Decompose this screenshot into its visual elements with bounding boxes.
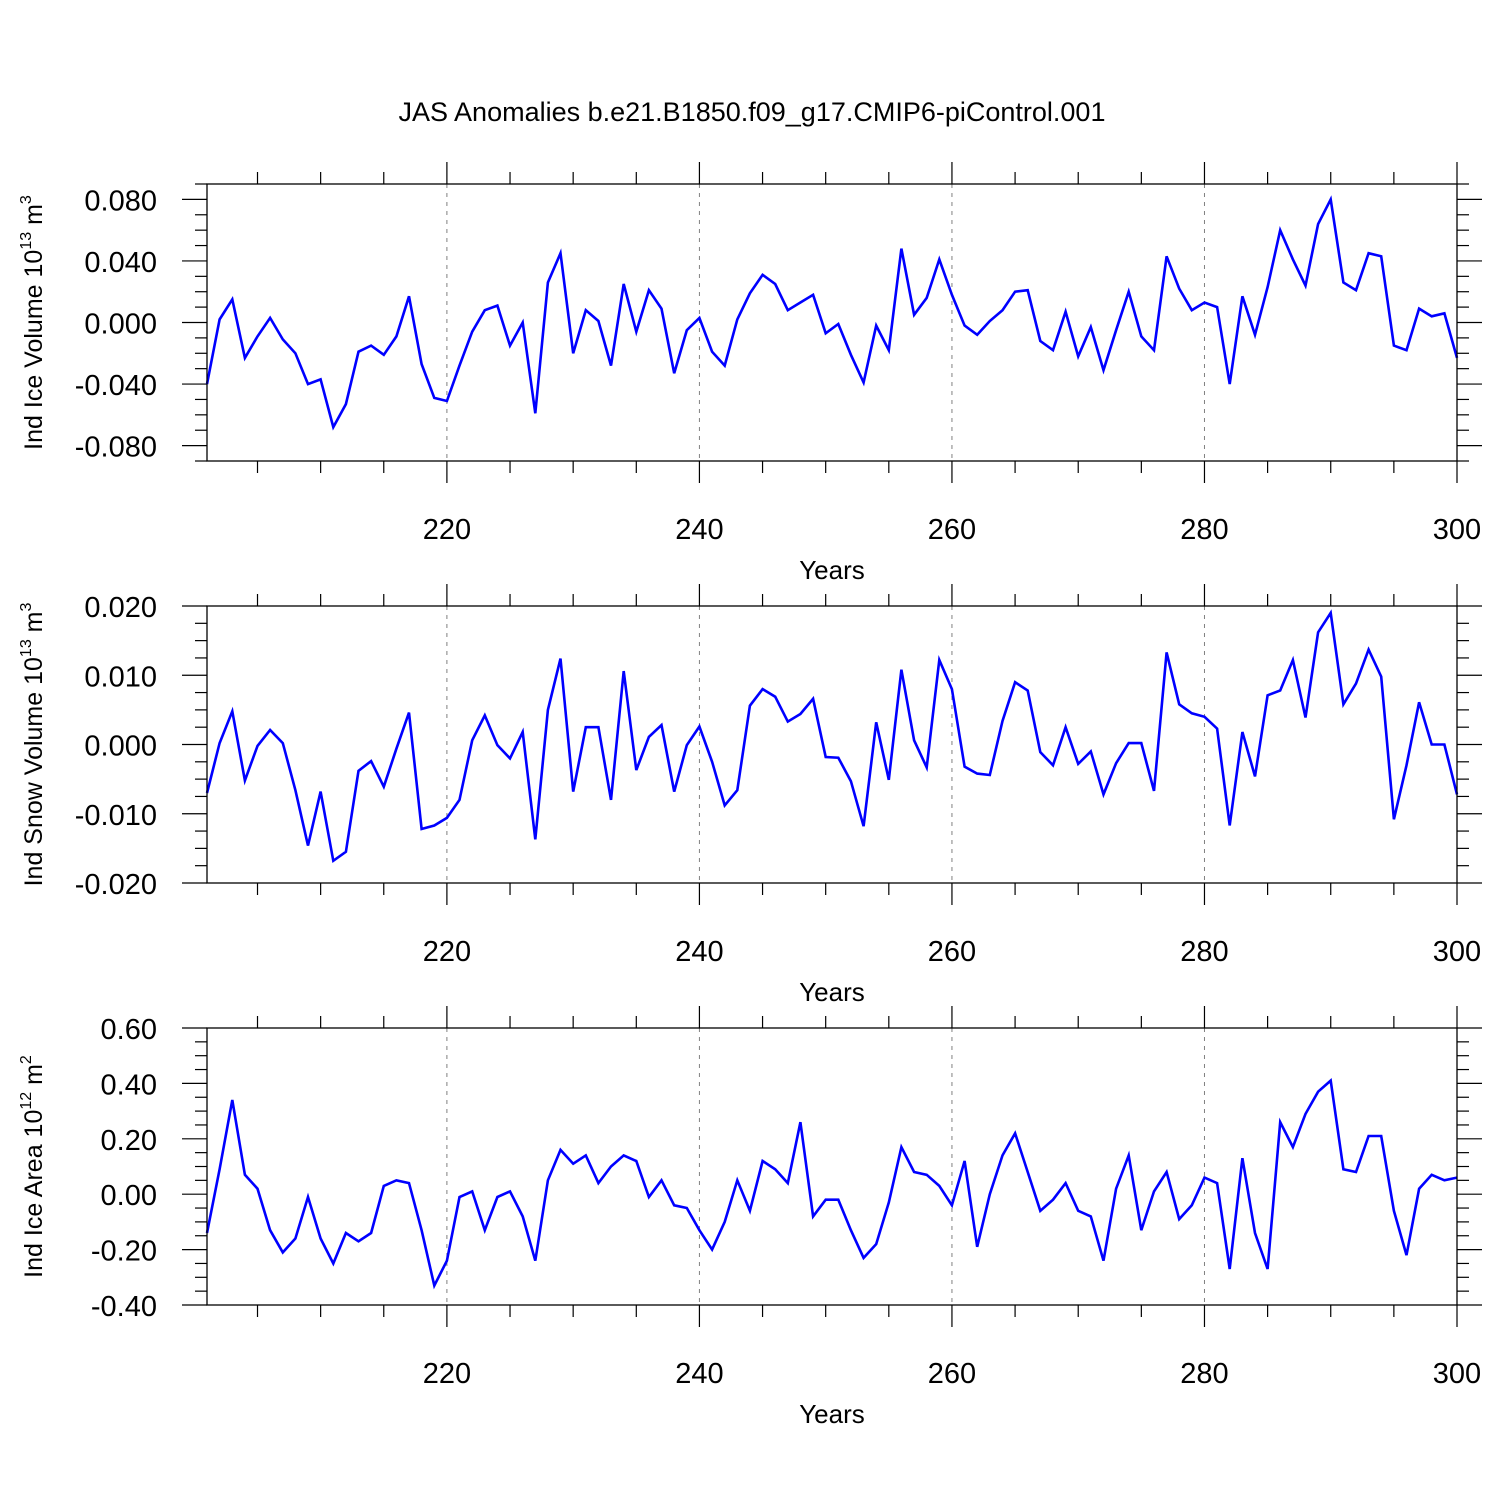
y-axis-label-superscript: 3 <box>18 195 35 204</box>
x-tick-label: 280 <box>1180 514 1228 546</box>
y-tick-label: -0.40 <box>91 1291 157 1323</box>
y-tick-label: 0.040 <box>84 247 157 279</box>
x-tick-label: 220 <box>423 1358 471 1390</box>
y-tick-label: 0.00 <box>101 1180 157 1212</box>
panels-container: 220 240 260 280 300 0.080 0.040 0.000 -0.040 -0.0… <box>18 162 1482 1429</box>
x-tick-label: 300 <box>1433 936 1481 968</box>
y-tick-label: 0.000 <box>84 731 157 763</box>
y-tick-label: -0.080 <box>75 432 157 464</box>
y-tick-label: 0.010 <box>84 661 157 693</box>
y-axis-label-text: Ind Snow Volume 10 <box>20 657 48 886</box>
x-tick-label: 220 <box>423 936 471 968</box>
series-line <box>205 609 1459 864</box>
x-tick-label: 280 <box>1180 936 1228 968</box>
x-tick-label: 240 <box>675 1358 723 1390</box>
x-axis-label: Years <box>799 1399 865 1429</box>
x-tick-label: 260 <box>928 936 976 968</box>
y-axis-label: Ind Ice Volume 1013 m3 <box>18 195 48 450</box>
y-axis-label-superscript: 13 <box>18 232 35 250</box>
y-axis-label-text: m <box>20 1064 48 1092</box>
x-tick-label: 300 <box>1433 1358 1481 1390</box>
plot-frame <box>206 183 1458 462</box>
y-tick-label: -0.040 <box>75 370 157 402</box>
series-line <box>205 1078 1458 1290</box>
y-axis-label-superscript: 13 <box>18 639 35 657</box>
x-tick-label: 260 <box>928 514 976 546</box>
x-tick-label: 240 <box>675 936 723 968</box>
y-tick-label: 0.000 <box>84 309 157 341</box>
y-axis-label-superscript: 12 <box>18 1092 35 1110</box>
panel-1: 220 240 260 280 300 0.080 0.040 0.000 -0.040 -0.0… <box>18 162 1482 585</box>
x-tick-label: 280 <box>1180 1358 1228 1390</box>
y-tick-label: -0.20 <box>91 1236 157 1268</box>
y-tick-label: 0.40 <box>101 1069 157 1101</box>
y-tick-label: 0.020 <box>84 592 157 624</box>
x-tick-label: 300 <box>1433 514 1481 546</box>
y-tick-label: 0.080 <box>84 185 157 217</box>
panel-3: 220 240 260 280 300 0.60 0.40 0.20 0.00 -0.20 -0.4… <box>18 1006 1482 1429</box>
y-axis-label: Ind Ice Area 1012 m2 <box>18 1055 48 1278</box>
y-axis-label-superscript: 3 <box>18 603 35 612</box>
y-tick-label: 0.20 <box>101 1125 157 1157</box>
y-axis-label: Ind Snow Volume 1013 m3 <box>18 603 48 887</box>
y-axis-label-text: m <box>20 204 48 232</box>
x-axis-label: Years <box>799 977 865 1007</box>
y-axis-label-text: Ind Ice Area 10 <box>20 1110 48 1278</box>
y-tick-label: 0.60 <box>101 1014 157 1046</box>
series-line <box>205 195 1459 431</box>
panel-2: 220 240 260 280 300 0.020 0.010 0.000 -0.010 -0.0… <box>18 584 1482 1007</box>
y-axis-label-text: m <box>20 612 48 640</box>
x-tick-label: 220 <box>423 514 471 546</box>
x-tick-label: 240 <box>675 514 723 546</box>
x-tick-label: 260 <box>928 1358 976 1390</box>
y-tick-label: -0.010 <box>75 800 157 832</box>
y-tick-label: -0.020 <box>75 869 157 901</box>
plot-frame <box>206 605 1458 884</box>
plot-frame <box>206 1027 1458 1306</box>
figure-title: JAS Anomalies b.e21.B1850.f09_g17.CMIP6-… <box>399 97 1106 127</box>
x-axis-label: Years <box>799 555 865 585</box>
y-axis-label-text: Ind Ice Volume 10 <box>20 250 48 450</box>
y-axis-label-superscript: 2 <box>18 1055 35 1064</box>
